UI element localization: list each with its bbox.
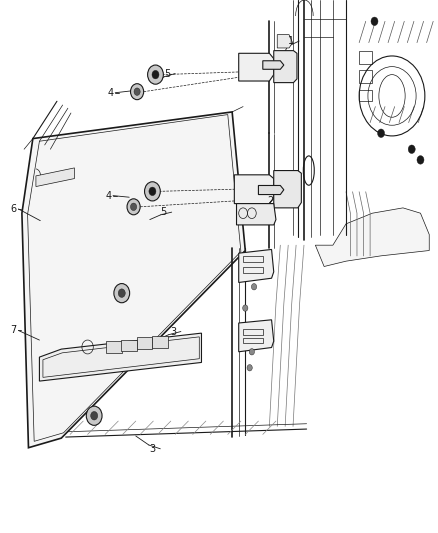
Polygon shape: [274, 51, 297, 83]
Polygon shape: [277, 35, 293, 48]
Circle shape: [378, 129, 385, 138]
Text: 3: 3: [149, 444, 155, 454]
Text: 5: 5: [164, 69, 170, 78]
Polygon shape: [239, 320, 274, 352]
Circle shape: [131, 84, 144, 100]
Text: 4: 4: [108, 88, 114, 98]
Polygon shape: [263, 61, 284, 69]
Text: 1: 1: [288, 36, 294, 46]
Circle shape: [114, 284, 130, 303]
Text: 4: 4: [106, 191, 112, 200]
Circle shape: [371, 17, 378, 26]
Polygon shape: [137, 337, 152, 349]
Polygon shape: [106, 341, 122, 353]
Circle shape: [131, 203, 137, 211]
Circle shape: [408, 145, 415, 154]
Polygon shape: [39, 333, 201, 381]
Polygon shape: [258, 185, 284, 195]
Polygon shape: [36, 168, 74, 187]
Polygon shape: [239, 53, 274, 81]
Polygon shape: [152, 336, 168, 348]
Text: 5: 5: [161, 207, 167, 217]
Circle shape: [152, 70, 159, 79]
Circle shape: [148, 65, 163, 84]
Circle shape: [243, 305, 248, 311]
Polygon shape: [274, 171, 301, 208]
Polygon shape: [239, 249, 274, 282]
Polygon shape: [315, 208, 429, 266]
Polygon shape: [234, 175, 274, 204]
Circle shape: [145, 182, 160, 201]
Circle shape: [127, 199, 140, 215]
Circle shape: [247, 365, 252, 371]
Polygon shape: [237, 204, 276, 225]
Circle shape: [251, 284, 257, 290]
Text: 6: 6: [10, 204, 16, 214]
Circle shape: [417, 156, 424, 164]
Text: 2: 2: [267, 196, 273, 206]
Circle shape: [91, 411, 98, 420]
Polygon shape: [121, 340, 137, 351]
Circle shape: [86, 406, 102, 425]
Circle shape: [249, 349, 254, 355]
Circle shape: [118, 289, 125, 297]
Circle shape: [134, 88, 140, 95]
Polygon shape: [22, 112, 245, 448]
Circle shape: [149, 187, 156, 196]
Text: 3: 3: [170, 327, 176, 336]
Text: 7: 7: [10, 326, 16, 335]
